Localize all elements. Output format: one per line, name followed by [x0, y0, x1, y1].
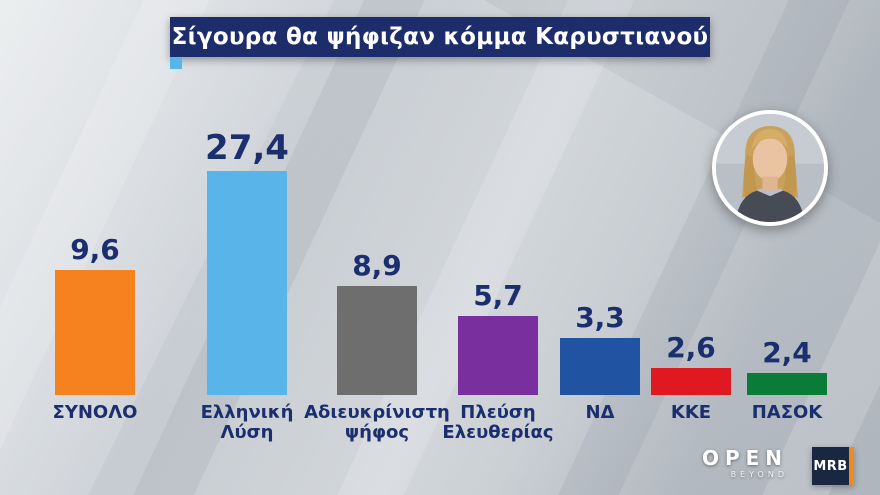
- bar: [747, 373, 827, 395]
- page-title: Σίγουρα θα ψήφιζαν κόμμα Καρυστιανού: [171, 24, 709, 50]
- bar-category-label: Πλεύση Ελευθερίας: [442, 402, 554, 444]
- bar: [458, 316, 538, 395]
- bar-category-label: ΚΚΕ: [670, 402, 712, 423]
- bar-value-label: 27,4: [205, 128, 289, 168]
- bar-value-label: 9,6: [70, 233, 120, 266]
- bar-value-label: 2,4: [762, 336, 812, 369]
- open-logo-text: OPEN: [701, 446, 788, 470]
- bar: [337, 286, 417, 395]
- title-bar: Σίγουρα θα ψήφιζαν κόμμα Καρυστιανού: [170, 17, 710, 69]
- bar-value-label: 8,9: [352, 249, 402, 282]
- bar-category-label: Ελληνική Λύση: [200, 402, 294, 444]
- bar-value-label: 3,3: [575, 301, 625, 334]
- bar-category-label: ΝΔ: [585, 402, 615, 423]
- bar: [651, 368, 731, 395]
- mrb-logo-text: MRB: [813, 458, 848, 474]
- mrb-logo: MRB: [812, 447, 854, 485]
- open-channel-logo: OPEN BEYOND: [702, 448, 788, 479]
- open-logo-tagline: BEYOND: [730, 470, 788, 479]
- bar-category-label: ΣΥΝΟΛΟ: [52, 402, 138, 423]
- bar-category-label: ΠΑΣΟΚ: [751, 402, 823, 423]
- title-accent-square: [170, 57, 182, 69]
- portrait-photo: [712, 110, 828, 226]
- bar-category-label: Αδιευκρίνιστη ψήφος: [304, 402, 450, 444]
- bar: [55, 270, 135, 395]
- bar-value-label: 2,6: [666, 331, 716, 364]
- portrait-illustration: [716, 114, 824, 222]
- bar: [560, 338, 640, 395]
- bar: [207, 171, 287, 395]
- bar-value-label: 5,7: [473, 279, 523, 312]
